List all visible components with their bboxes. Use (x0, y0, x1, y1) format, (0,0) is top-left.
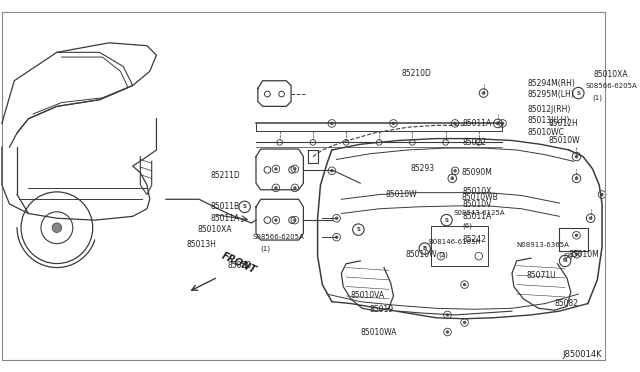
Text: 85211D: 85211D (210, 171, 240, 180)
Text: 85294M(RH): 85294M(RH) (527, 79, 575, 88)
Circle shape (500, 122, 504, 125)
Circle shape (463, 283, 467, 286)
Text: B: B (422, 246, 427, 251)
Circle shape (274, 167, 278, 171)
Text: 85013J(LH): 85013J(LH) (527, 116, 570, 125)
Text: 85010V: 85010V (463, 199, 492, 209)
Circle shape (575, 155, 579, 158)
Text: J850014K: J850014K (563, 350, 602, 359)
Circle shape (453, 122, 457, 125)
Circle shape (335, 217, 339, 220)
Text: 85010WC: 85010WC (527, 128, 564, 137)
Text: B08146-6165H: B08146-6165H (429, 239, 481, 245)
Text: S: S (445, 218, 449, 222)
Text: 85295M(LH): 85295M(LH) (527, 90, 574, 99)
Text: 85022: 85022 (463, 138, 486, 147)
Text: 85010W: 85010W (385, 190, 417, 199)
Circle shape (463, 321, 467, 324)
Text: 85071U: 85071U (527, 270, 557, 280)
Circle shape (600, 193, 604, 196)
Circle shape (575, 253, 578, 256)
Circle shape (274, 218, 278, 222)
Circle shape (496, 122, 500, 125)
Text: 85010VA: 85010VA (351, 292, 385, 301)
Text: 85010M: 85010M (569, 250, 600, 259)
Circle shape (335, 235, 339, 239)
Circle shape (293, 186, 296, 190)
Text: FRONT: FRONT (220, 250, 258, 275)
Text: (1): (1) (593, 94, 603, 101)
Text: S08543-6125A: S08543-6125A (453, 211, 505, 217)
Text: 85013H: 85013H (186, 240, 216, 249)
Text: 85010W: 85010W (406, 250, 437, 259)
Text: 85082: 85082 (555, 299, 579, 308)
Text: 85210D: 85210D (402, 69, 432, 78)
Text: 85011A: 85011A (463, 212, 492, 221)
Text: (2): (2) (564, 253, 573, 259)
Text: (6): (6) (463, 222, 473, 229)
Circle shape (446, 330, 449, 334)
Text: 85010WB: 85010WB (461, 193, 499, 202)
Text: 85242: 85242 (463, 235, 486, 244)
Text: 85010X: 85010X (463, 187, 492, 196)
Circle shape (589, 217, 593, 220)
Text: S08566-6205A: S08566-6205A (252, 234, 304, 240)
Circle shape (293, 218, 296, 222)
Text: S: S (356, 227, 360, 232)
Text: N: N (563, 259, 568, 263)
Circle shape (330, 122, 333, 125)
Text: S: S (243, 204, 246, 209)
Circle shape (293, 167, 296, 171)
Text: 85012J(RH): 85012J(RH) (527, 105, 570, 114)
Text: (1): (1) (260, 245, 271, 252)
Text: 85010WA: 85010WA (360, 327, 397, 337)
Circle shape (446, 313, 449, 317)
Text: 85011A: 85011A (463, 119, 492, 128)
Text: N08913-6365A: N08913-6365A (516, 242, 569, 248)
Text: 85010XA: 85010XA (198, 225, 232, 234)
Text: 85011B: 85011B (211, 202, 240, 211)
Circle shape (453, 169, 457, 173)
Text: 85010XA: 85010XA (593, 70, 628, 78)
Circle shape (575, 234, 578, 237)
Text: S: S (577, 91, 580, 96)
Text: 85090M: 85090M (461, 168, 493, 177)
Circle shape (392, 122, 395, 125)
Text: 85019: 85019 (370, 305, 394, 314)
Circle shape (274, 186, 278, 190)
Circle shape (330, 169, 333, 173)
Text: 85293: 85293 (410, 164, 435, 173)
Text: 85012H: 85012H (549, 119, 579, 128)
Circle shape (52, 223, 61, 232)
Text: S08566-6205A: S08566-6205A (586, 83, 637, 89)
Text: (2): (2) (438, 251, 448, 257)
Text: 85050: 85050 (228, 261, 252, 270)
Text: 85010W: 85010W (549, 136, 580, 145)
Text: 85011A: 85011A (211, 214, 240, 223)
Circle shape (575, 177, 579, 180)
Circle shape (451, 177, 454, 180)
Circle shape (482, 91, 485, 95)
